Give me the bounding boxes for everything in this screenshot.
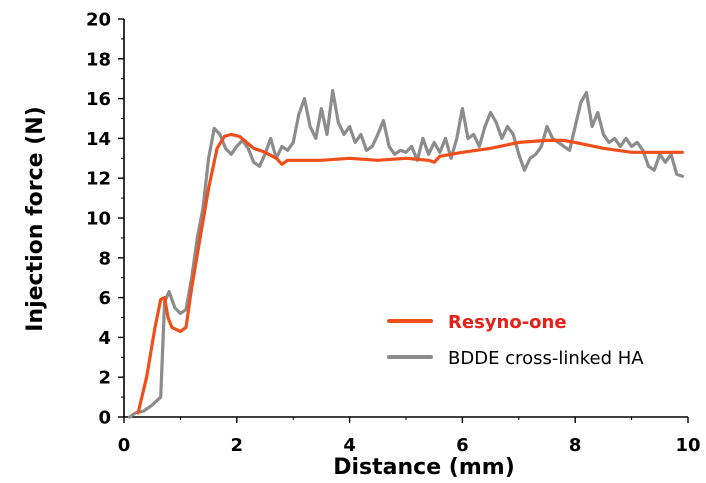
series-line-bdde-cross-linked-ha	[128, 88, 685, 419]
x-tick-label: 10	[675, 435, 700, 456]
y-tick-label: 8	[98, 248, 111, 269]
y-tick-label: 6	[98, 288, 111, 309]
legend-label-resyno-one: Resyno-one	[448, 312, 567, 333]
y-tick-label: 2	[98, 368, 111, 389]
chart-legend: Resyno-one BDDE cross-linked HA	[387, 312, 644, 369]
x-tick-label: 2	[231, 435, 244, 456]
y-axis-title: Injection force (N)	[23, 106, 48, 332]
y-tick-label: 20	[86, 10, 111, 31]
legend-label-bdde-cross-linked-ha: BDDE cross-linked HA	[448, 348, 644, 369]
y-tick-label: 12	[86, 169, 111, 190]
y-tick-label: 0	[98, 408, 111, 429]
series-layer	[128, 88, 685, 419]
y-tick-label: 4	[98, 328, 111, 349]
x-axis-title: Distance (mm)	[333, 455, 515, 480]
x-tick-label: 6	[456, 435, 469, 456]
y-tick-label: 10	[86, 209, 111, 230]
y-tick-label: 18	[86, 49, 111, 70]
y-tick-label: 16	[86, 89, 111, 110]
y-tick-label: 14	[86, 129, 111, 150]
x-tick-label: 8	[569, 435, 582, 456]
x-tick-label: 0	[118, 435, 131, 456]
axis-ticks: 0 2 4 6 8 10 12 14 16 18 20 0 2 4 6 8 10	[86, 10, 701, 457]
x-tick-label: 4	[343, 435, 356, 456]
series-line-resyno-one	[136, 132, 685, 415]
